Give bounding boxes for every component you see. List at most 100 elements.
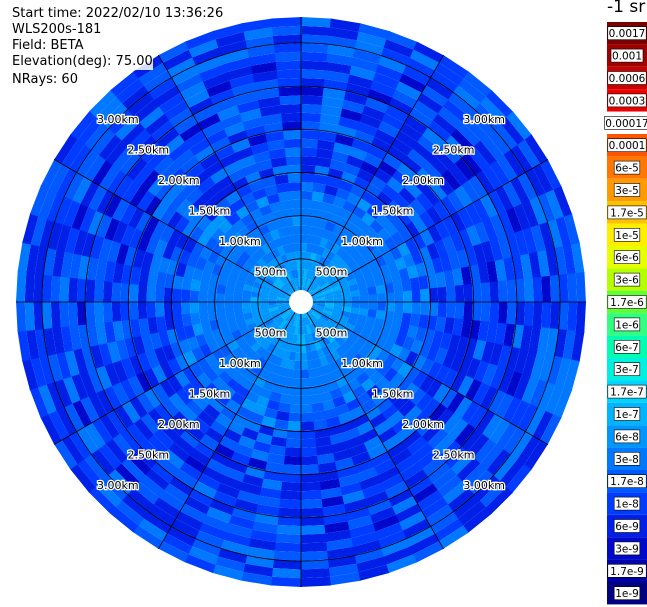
heatmap-cell [277,77,302,88]
heatmap-cell [347,277,358,287]
heatmap-cell [168,192,187,212]
heatmap-cell [289,395,301,405]
heatmap-cell [389,246,403,261]
heatmap-cell [238,154,257,169]
heatmap-cell [397,226,413,243]
heatmap-cell [413,100,439,122]
heatmap-cell [301,147,318,157]
heatmap-cell [473,438,497,465]
heatmap-cell [84,122,110,150]
heatmap-cell [340,419,357,433]
heatmap-cell [472,382,490,407]
range-ring-label: 2.00km [158,418,200,431]
heatmap-cell [411,302,421,316]
heatmap-cell [398,187,417,205]
heatmap-cell [282,376,294,387]
heatmap-cell [299,550,329,561]
heatmap-cell [353,176,371,191]
heatmap-cell [315,305,325,310]
heatmap-cell [365,316,376,326]
heatmap-cell [282,464,301,475]
heatmap-cell [250,251,262,263]
heatmap-cell [406,57,436,79]
heatmap-cell [281,473,301,483]
heatmap-cell [261,339,272,350]
heatmap-cell [276,182,290,194]
heatmap-cell [268,391,282,403]
heatmap-cell [159,360,175,380]
heatmap-cell [310,323,318,333]
heatmap-cell [337,473,360,488]
heatmap-cell [288,279,295,289]
center-blank [289,290,313,314]
heatmap-cell [452,318,464,337]
heatmap-cell [300,317,304,327]
heatmap-cell [144,195,163,216]
heatmap-cell [304,278,309,288]
heatmap-cell [546,355,563,386]
heatmap-cell [284,447,301,457]
heatmap-cell [303,325,308,335]
heatmap-cell [111,301,122,322]
heatmap-cell [532,163,554,195]
heatmap-cell [146,433,169,456]
heatmap-cell [310,282,318,291]
heatmap-cell [79,370,97,397]
heatmap-cell [258,167,275,180]
heatmap-cell [260,349,272,361]
heatmap-cell [343,91,369,106]
heatmap-cell [151,219,168,240]
heatmap-cell [494,259,507,283]
heatmap-cell [267,321,277,330]
heatmap-cell [330,440,349,454]
heatmap-cell [357,281,368,290]
heatmap-cell [324,295,334,300]
heatmap-cell [456,457,481,483]
heatmap-cell [322,324,332,334]
heatmap-cell [270,285,281,293]
heatmap-cell [447,334,461,354]
heatmap-cell [462,116,488,142]
heatmap-cell [442,349,457,370]
heatmap-cell [88,184,108,211]
heatmap-cell [39,218,56,249]
heatmap-cell [149,331,163,350]
heatmap-cell [311,349,320,360]
range-ring-label: 500m [255,265,287,278]
heatmap-cell [161,397,180,418]
heatmap-cell [194,530,224,549]
heatmap-cell [399,462,423,482]
heatmap-cell [249,208,264,221]
heatmap-cell [439,254,453,273]
heatmap-cell [288,182,302,192]
heatmap-cell [434,408,455,430]
heatmap-cell [401,312,412,326]
heatmap-cell [250,301,260,308]
heatmap-cell [258,424,275,437]
heatmap-cell [296,260,302,270]
heatmap-cell [301,60,328,71]
heatmap-cell [326,342,336,354]
heatmap-cell [132,524,163,549]
heatmap-cell [488,418,511,445]
heatmap-cell [253,262,264,273]
heatmap-cell [489,302,500,324]
heatmap-cell [415,192,434,212]
heatmap-cell [419,357,435,376]
heatmap-cell [311,312,320,321]
heatmap-cell [450,232,465,253]
heatmap-cell [159,92,186,114]
heatmap-cell [412,354,427,372]
heatmap-cell [390,215,406,232]
heatmap-cell [301,112,322,123]
heatmap-cell [369,175,388,192]
heatmap-cell [244,465,266,479]
heatmap-cell [209,498,235,516]
heatmap-cell [98,237,113,261]
heatmap-cell [310,200,323,211]
heatmap-cell [333,297,343,303]
heatmap-cell [112,320,125,342]
heatmap-cell [161,186,181,206]
heatmap-cell [390,321,402,335]
heatmap-cell [244,277,256,287]
